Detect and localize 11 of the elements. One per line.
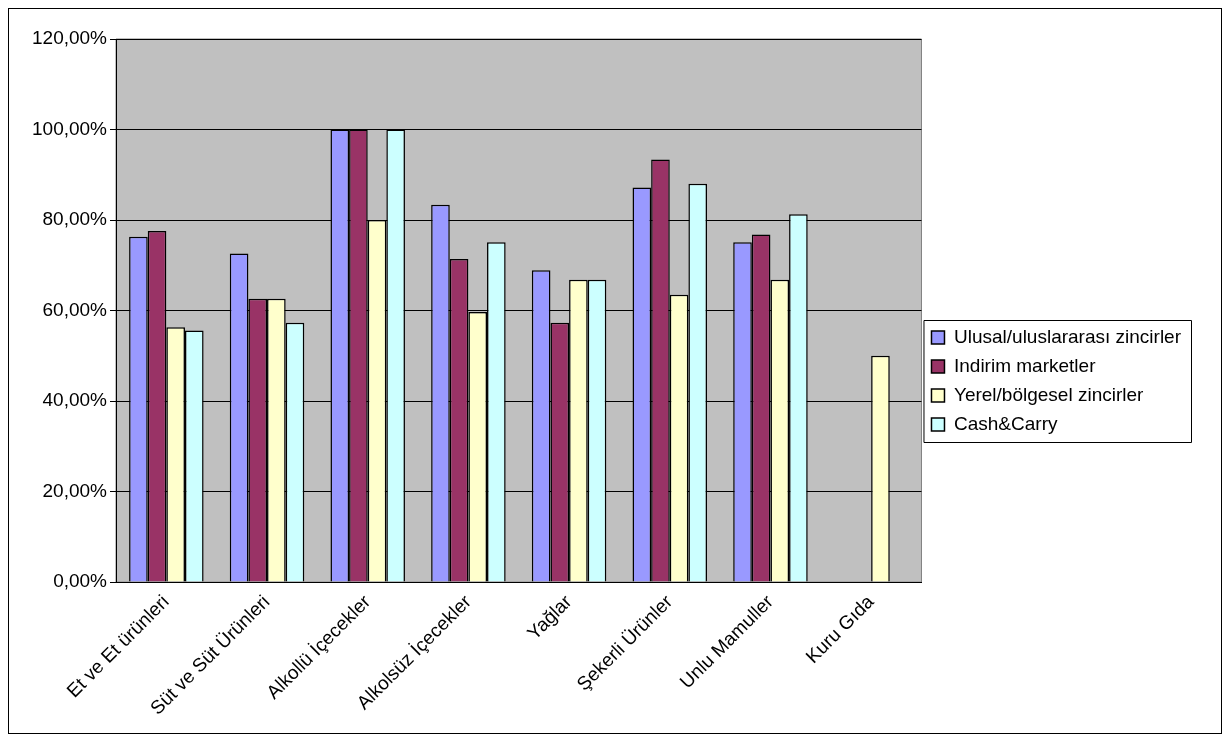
legend-label: Ulusal/uluslararası zincirler <box>953 325 1182 347</box>
legend-label: Indirim marketler <box>953 354 1097 376</box>
y-tick-label: 120,00% <box>31 27 108 49</box>
legend-label: Yerel/bölgesel zincirler <box>953 383 1145 405</box>
y-tick-label: 80,00% <box>42 208 108 230</box>
y-tick-label: 60,00% <box>42 298 108 320</box>
legend-label: Cash&Carry <box>953 412 1058 434</box>
y-tick-label: 20,00% <box>42 479 108 501</box>
y-tick-label: 0,00% <box>53 570 108 592</box>
y-tick-label: 100,00% <box>31 117 108 139</box>
y-tick-label: 40,00% <box>42 389 108 411</box>
